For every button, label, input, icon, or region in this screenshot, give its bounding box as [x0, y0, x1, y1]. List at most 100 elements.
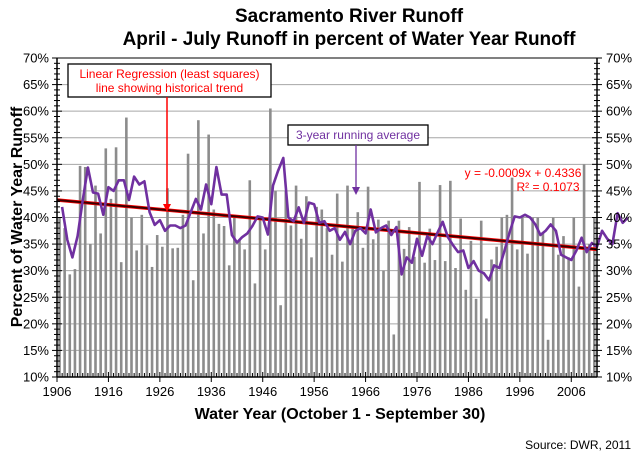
bar [562, 236, 565, 377]
bar [155, 235, 159, 377]
y-tick-label: 10% [23, 370, 49, 385]
bar [186, 153, 190, 377]
y-tick-label: 30% [23, 263, 49, 278]
x-tick-label: 1986 [454, 384, 483, 399]
bar [335, 193, 339, 377]
bar [176, 247, 180, 377]
bar [130, 217, 133, 377]
bar [531, 217, 534, 377]
bar [310, 257, 313, 377]
y-tick-label: 65% [23, 77, 49, 92]
bar [341, 261, 344, 377]
bar [438, 185, 442, 377]
bar [248, 180, 252, 377]
bar [83, 166, 87, 377]
bar [258, 216, 262, 377]
bar [402, 248, 406, 377]
x-tick-label: 1976 [403, 384, 432, 399]
y-tick-label-right: 50% [606, 157, 632, 172]
x-tick-label: 1906 [43, 384, 72, 399]
running-average-annotation-label: 3-year running average [296, 128, 420, 142]
x-tick-label: 1916 [94, 384, 123, 399]
bar [485, 318, 488, 377]
bar [274, 190, 277, 377]
bar [294, 185, 298, 377]
bar [263, 249, 267, 377]
bar [279, 305, 282, 377]
bar [546, 339, 550, 377]
bar [500, 217, 504, 377]
regression-arrow-head-icon [163, 204, 171, 212]
x-tick-labels: 1906 1916 1926 1936 1946 1956 1966 1976 1986 1996… [43, 384, 586, 399]
bar [238, 239, 241, 377]
running-average-line [60, 156, 629, 282]
source-note: Source: DWR, 2011 [525, 438, 631, 452]
y-tick-label: 55% [23, 130, 49, 145]
axes [52, 57, 602, 382]
x-tick-label: 1996 [505, 384, 534, 399]
chart-title: Sacramento River Runoff [235, 6, 464, 27]
y-tick-label: 15% [23, 343, 49, 358]
bar [423, 262, 426, 377]
x-tick-label: 1936 [197, 384, 226, 399]
bar [94, 185, 97, 377]
bar [521, 217, 524, 377]
bar [366, 186, 370, 377]
bar [490, 259, 493, 377]
bar [541, 233, 545, 377]
bar [536, 217, 540, 377]
bar [78, 165, 82, 377]
bar [212, 209, 216, 377]
running-average-arrow-head-icon [352, 187, 360, 195]
x-tick-label: 1956 [300, 384, 329, 399]
bar [104, 148, 108, 377]
bar [474, 298, 478, 377]
y-tick-label: 70% [23, 51, 49, 66]
bar [145, 245, 149, 377]
regression-annotation-box [67, 63, 272, 98]
y-tick-label: 60% [23, 104, 49, 119]
bar [510, 177, 514, 377]
bar [109, 198, 113, 377]
bar [253, 283, 257, 377]
trendline-r-squared: R² = 0.1073 [516, 180, 579, 194]
bar [505, 214, 509, 377]
bar [392, 334, 396, 377]
y-tick-label-right: 60% [606, 104, 632, 119]
bar [377, 219, 380, 377]
y-tick-label: 50% [23, 157, 49, 172]
bar [202, 233, 205, 377]
bar [181, 214, 185, 377]
bar [464, 289, 468, 377]
bar [125, 117, 128, 378]
bar [330, 254, 334, 377]
bar [289, 225, 293, 377]
bar [217, 223, 221, 377]
bar [413, 256, 416, 377]
bar [269, 108, 272, 377]
x-tick-label: 1946 [248, 384, 277, 399]
bar [119, 262, 123, 377]
running-average-annotation: 3-year running average [287, 124, 429, 195]
bar [551, 217, 555, 377]
bar [171, 248, 174, 377]
bar [305, 196, 308, 377]
bar [557, 254, 560, 377]
bar [567, 257, 570, 377]
bar [320, 209, 324, 377]
y-tick-label-right: 40% [606, 210, 632, 225]
bar [73, 269, 77, 377]
regression-annotation: Linear Regression (least squares) line s… [67, 63, 272, 212]
y-tick-label-right: 70% [606, 51, 632, 66]
bar [361, 247, 365, 377]
bar [454, 268, 457, 377]
bar [161, 246, 164, 377]
y-tick-labels-right: 10% 15% 20% 25% 30% 35% 40% 45% 50% 55% 60% 65% 70% [606, 51, 632, 385]
y-tick-labels-left: 10% 15% 20% 25% 30% 35% 40% 45% 50% 55% 60% 65% 70% [23, 51, 49, 385]
bar [526, 253, 529, 377]
y-axis-label: Percent of Water Year Runoff [9, 106, 26, 327]
chart-subtitle: April - July Runoff in percent of Water … [123, 29, 577, 50]
bar [469, 240, 473, 377]
bar [284, 190, 288, 377]
bar [197, 120, 200, 377]
